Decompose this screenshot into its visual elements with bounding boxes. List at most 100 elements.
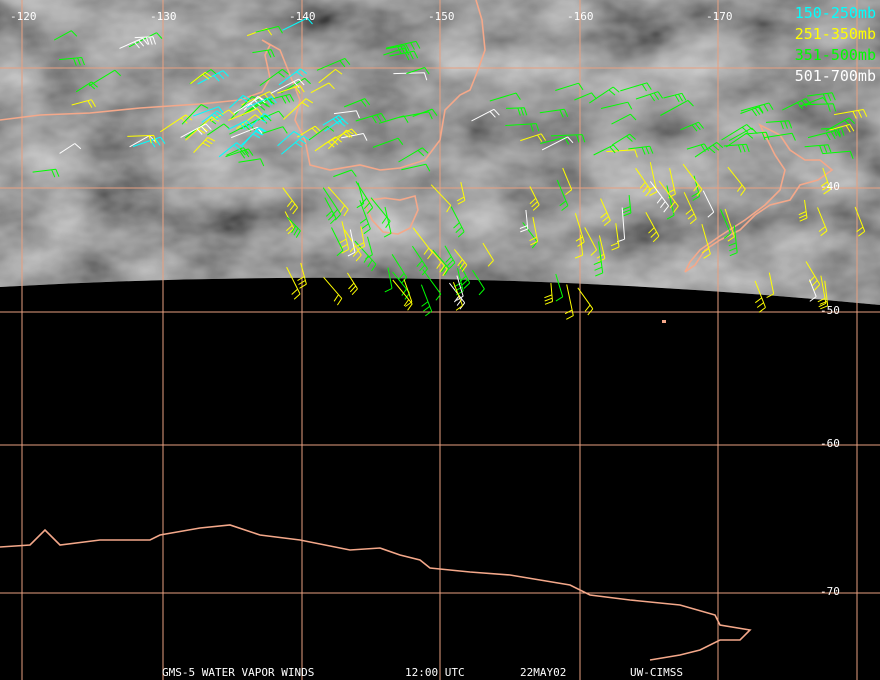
- wind-barb: [728, 127, 758, 142]
- wind-barb: [686, 143, 710, 152]
- wind-barb: [346, 272, 358, 296]
- wind-barb: [577, 287, 594, 316]
- legend-entry: 150-250mb: [795, 4, 876, 22]
- wind-barb: [386, 40, 421, 52]
- wind-barb: [600, 101, 633, 110]
- wind-barb: [649, 181, 670, 213]
- wind-barb: [324, 118, 349, 132]
- wind-barb: [322, 187, 342, 221]
- wind-barb: [539, 108, 569, 118]
- wind-barb: [820, 167, 831, 195]
- wind-barb: [385, 45, 409, 55]
- wind-barb: [720, 209, 732, 239]
- wind-barb: [347, 229, 356, 257]
- wind-barb: [287, 216, 301, 238]
- wind-barb: [489, 92, 521, 102]
- wind-barb: [645, 212, 660, 243]
- legend-entry: 501-700mb: [795, 67, 876, 85]
- wind-barb: [430, 248, 448, 277]
- wind-barb: [134, 36, 156, 45]
- wind-barb: [744, 131, 770, 141]
- wind-barb: [702, 190, 715, 218]
- wind-barb: [740, 106, 764, 117]
- longitude-label: -140: [289, 10, 316, 23]
- longitude-label: -120: [10, 10, 37, 23]
- wind-barb: [355, 181, 374, 214]
- wind-barb: [754, 280, 766, 313]
- wind-barb: [331, 227, 344, 257]
- wind-barb: [611, 133, 636, 146]
- wind-barb: [308, 125, 335, 141]
- wind-barb: [327, 186, 349, 217]
- wind-barb: [782, 98, 812, 111]
- wind-barb: [238, 158, 265, 167]
- wind-barb: [694, 141, 724, 158]
- footer-text: 12:00 UTC: [405, 666, 465, 679]
- wind-barb: [297, 262, 307, 289]
- wind-barb: [344, 98, 371, 108]
- wind-barb: [682, 163, 703, 197]
- wind-barb: [666, 185, 675, 220]
- wind-barb: [764, 132, 796, 141]
- wind-barb: [606, 149, 638, 158]
- wind-barb: [854, 206, 866, 237]
- wind-barb: [193, 136, 216, 153]
- footer-text: 22MAY02: [520, 666, 566, 679]
- wind-barb: [817, 275, 827, 308]
- wind-barb: [701, 223, 711, 259]
- wind-barb: [680, 121, 704, 132]
- wind-barb: [725, 132, 754, 148]
- wind-barb: [250, 113, 272, 128]
- wind-barb: [817, 207, 828, 237]
- wind-barb: [354, 240, 377, 272]
- wind-barb: [58, 57, 85, 66]
- wind-barb: [218, 142, 244, 158]
- wind-barb: [197, 70, 229, 85]
- wind-barb: [724, 208, 735, 242]
- wind-barb: [32, 168, 60, 178]
- latitude-label: -70: [820, 585, 840, 598]
- wind-barb: [53, 30, 78, 41]
- longitude-label: -160: [567, 10, 594, 23]
- wind-barb: [356, 226, 366, 251]
- wind-barb: [365, 236, 373, 260]
- wind-barb: [333, 110, 360, 119]
- wind-barb: [359, 200, 371, 235]
- wind-barb: [471, 108, 500, 122]
- wind-barb: [456, 181, 466, 205]
- wind-barb: [550, 134, 586, 143]
- wind-barb: [819, 280, 829, 310]
- wind-barb: [807, 92, 836, 102]
- wind-barb: [324, 197, 337, 225]
- wind-barb: [318, 68, 343, 84]
- wind-barb: [355, 112, 387, 124]
- wind-barb: [799, 97, 829, 108]
- wind-barb: [593, 144, 620, 156]
- wind-barb: [505, 123, 540, 132]
- wind-barb: [277, 130, 301, 147]
- wind-barb: [444, 245, 456, 269]
- wind-barb: [804, 144, 832, 154]
- wind-barb: [270, 78, 305, 94]
- wind-barb: [450, 206, 465, 238]
- wind-barb: [798, 199, 808, 222]
- wind-barb: [422, 269, 442, 301]
- wind-barb: [412, 108, 438, 117]
- wind-barb: [635, 167, 652, 197]
- wind-barb: [392, 279, 413, 311]
- wind-barb: [316, 57, 351, 71]
- wind-barb: [834, 109, 868, 119]
- wind-barb: [610, 223, 620, 251]
- wind-barb: [277, 85, 305, 94]
- wind-barb: [193, 106, 224, 117]
- wind-barb: [622, 195, 632, 217]
- wind-barb: [88, 69, 122, 87]
- wind-barb: [600, 198, 611, 226]
- wind-barb: [310, 82, 335, 94]
- wind-barb: [127, 134, 157, 144]
- wind-barb: [519, 209, 529, 233]
- longitude-label: -150: [428, 10, 455, 23]
- wind-barb: [584, 227, 598, 256]
- wind-barb: [660, 99, 694, 116]
